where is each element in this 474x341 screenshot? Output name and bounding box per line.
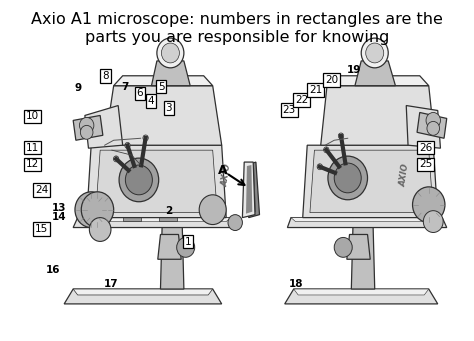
Text: 14: 14 <box>51 212 66 222</box>
Polygon shape <box>73 116 103 140</box>
Circle shape <box>423 211 443 233</box>
Circle shape <box>113 156 119 162</box>
Circle shape <box>334 163 361 193</box>
Polygon shape <box>291 218 442 222</box>
Text: 18: 18 <box>289 279 303 289</box>
Bar <box>123 214 141 221</box>
Text: 3: 3 <box>165 103 172 113</box>
Polygon shape <box>417 113 447 138</box>
Text: 12: 12 <box>26 159 39 169</box>
Text: 24: 24 <box>35 185 48 195</box>
Text: 15: 15 <box>35 224 48 234</box>
Circle shape <box>143 135 148 141</box>
Text: 9: 9 <box>75 83 82 93</box>
Circle shape <box>126 165 152 195</box>
Text: AXIO: AXIO <box>398 163 410 187</box>
Circle shape <box>328 156 367 200</box>
Polygon shape <box>158 235 181 259</box>
Polygon shape <box>303 145 438 218</box>
Polygon shape <box>73 218 235 227</box>
Circle shape <box>177 237 195 257</box>
Polygon shape <box>285 289 438 304</box>
Text: 22: 22 <box>295 95 309 105</box>
Circle shape <box>75 192 108 227</box>
Polygon shape <box>96 150 217 213</box>
Text: 11: 11 <box>26 143 39 152</box>
Polygon shape <box>347 235 370 259</box>
Circle shape <box>324 147 329 153</box>
Polygon shape <box>152 61 190 86</box>
Polygon shape <box>105 86 222 145</box>
Polygon shape <box>85 105 123 148</box>
Text: 23: 23 <box>283 105 296 115</box>
Circle shape <box>228 214 242 231</box>
Polygon shape <box>64 289 222 304</box>
Text: 1: 1 <box>184 237 191 247</box>
Text: 17: 17 <box>104 279 118 289</box>
Text: 13: 13 <box>51 203 66 213</box>
Circle shape <box>161 43 179 63</box>
Polygon shape <box>73 289 213 295</box>
Text: 26: 26 <box>419 143 432 152</box>
Text: 2: 2 <box>165 206 173 216</box>
Polygon shape <box>321 86 435 145</box>
Text: AXIO: AXIO <box>220 163 232 187</box>
Text: 6: 6 <box>137 88 143 99</box>
Text: 19: 19 <box>347 65 362 75</box>
Text: Axio A1 microscope: numbers in rectangles are the: Axio A1 microscope: numbers in rectangle… <box>31 12 443 27</box>
Circle shape <box>317 164 322 170</box>
Text: 4: 4 <box>147 96 154 106</box>
Polygon shape <box>242 162 255 218</box>
Bar <box>159 214 177 221</box>
Text: A: A <box>218 163 228 177</box>
Circle shape <box>366 43 384 63</box>
Circle shape <box>80 117 94 133</box>
Circle shape <box>81 125 93 139</box>
Text: 20: 20 <box>325 75 338 85</box>
Circle shape <box>412 187 445 223</box>
Polygon shape <box>287 218 447 227</box>
Polygon shape <box>114 76 213 86</box>
Circle shape <box>119 158 159 202</box>
Circle shape <box>81 192 114 227</box>
Polygon shape <box>406 105 440 148</box>
Polygon shape <box>355 61 395 86</box>
Polygon shape <box>310 150 433 213</box>
Circle shape <box>157 38 184 68</box>
Polygon shape <box>247 162 259 218</box>
Polygon shape <box>294 289 429 295</box>
Polygon shape <box>250 168 256 214</box>
Circle shape <box>334 237 352 257</box>
Text: 8: 8 <box>102 71 109 81</box>
Text: 10: 10 <box>26 112 39 121</box>
Circle shape <box>427 121 439 135</box>
Text: 7: 7 <box>121 81 129 92</box>
Circle shape <box>361 38 388 68</box>
Circle shape <box>338 133 344 139</box>
Polygon shape <box>351 185 375 289</box>
Text: 21: 21 <box>310 85 323 95</box>
Text: 25: 25 <box>419 159 432 169</box>
Text: 16: 16 <box>46 265 60 275</box>
Text: 5: 5 <box>158 81 164 92</box>
Circle shape <box>199 195 226 225</box>
Circle shape <box>125 143 130 148</box>
Polygon shape <box>327 76 429 86</box>
Circle shape <box>426 113 440 128</box>
Text: parts you are responsible for knowing: parts you are responsible for knowing <box>85 30 389 45</box>
Polygon shape <box>87 145 226 218</box>
Polygon shape <box>161 185 184 289</box>
Polygon shape <box>246 165 252 214</box>
Circle shape <box>90 218 111 241</box>
Polygon shape <box>78 218 231 222</box>
